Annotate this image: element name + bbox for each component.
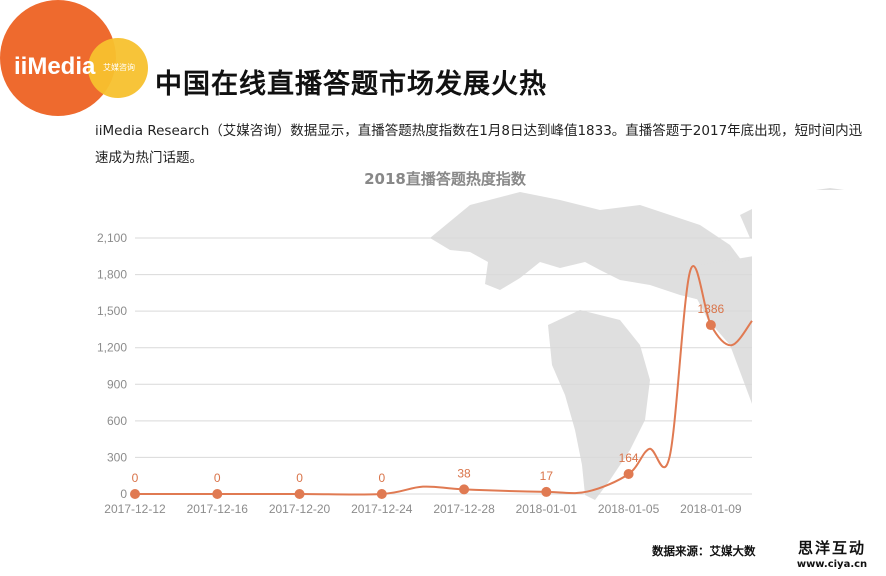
y-tick-label: 300 [107,450,127,464]
data-label: 0 [214,471,221,485]
x-tick-label: 2018-01-05 [598,502,660,516]
data-label: 164 [619,451,639,465]
x-tick-label: 2017-12-16 [187,502,249,516]
data-label: 0 [378,471,385,485]
brand-url: www.ciya.cn [796,559,868,570]
x-tick-label: 2018-01-09 [680,502,742,516]
page-description: iiMedia Research（艾媒咨询）数据显示，直播答题热度指数在1月8日… [95,123,863,166]
y-tick-label: 600 [107,414,127,428]
x-tick-label: 2017-12-28 [433,502,495,516]
chart-title: 2018直播答题热度指数 [364,170,526,188]
data-label: 17 [540,469,554,483]
iimedia-logo: iiMedia 艾媒咨询 [0,0,148,116]
data-point [294,489,305,499]
y-tick-label: 0 [120,487,127,501]
data-point [130,489,140,499]
y-tick-label: 1,200 [97,341,127,355]
data-label: 0 [132,471,139,485]
data-point [705,320,716,331]
y-tick-label: 1,800 [97,268,127,282]
data-point [376,489,387,499]
data-point [541,486,552,497]
data-point [623,469,634,480]
logo-text: iiMedia [14,53,96,80]
data-label: 1386 [698,302,725,316]
x-tick-label: 2017-12-12 [104,502,166,516]
brand-watermark: 思洋互动 www.ciya.cn [778,538,886,576]
data-source: 数据来源：艾媒大数 [652,544,756,558]
logo-subtext: 艾媒咨询 [103,62,135,72]
x-tick-label: 2017-12-24 [351,502,413,516]
x-tick-label: 2017-12-20 [269,502,331,516]
y-tick-label: 2,100 [97,231,127,245]
brand-name: 思洋互动 [797,539,866,557]
x-tick-label: 2018-01-01 [516,502,578,516]
data-label: 0 [296,471,303,485]
data-point [212,489,223,499]
series-line [135,265,753,496]
data-label: 38 [457,466,471,480]
page-title: 中国在线直播答题市场发展火热 [155,69,547,100]
y-tick-label: 900 [107,377,127,391]
data-point [459,484,470,495]
y-tick-label: 1,500 [97,304,127,318]
